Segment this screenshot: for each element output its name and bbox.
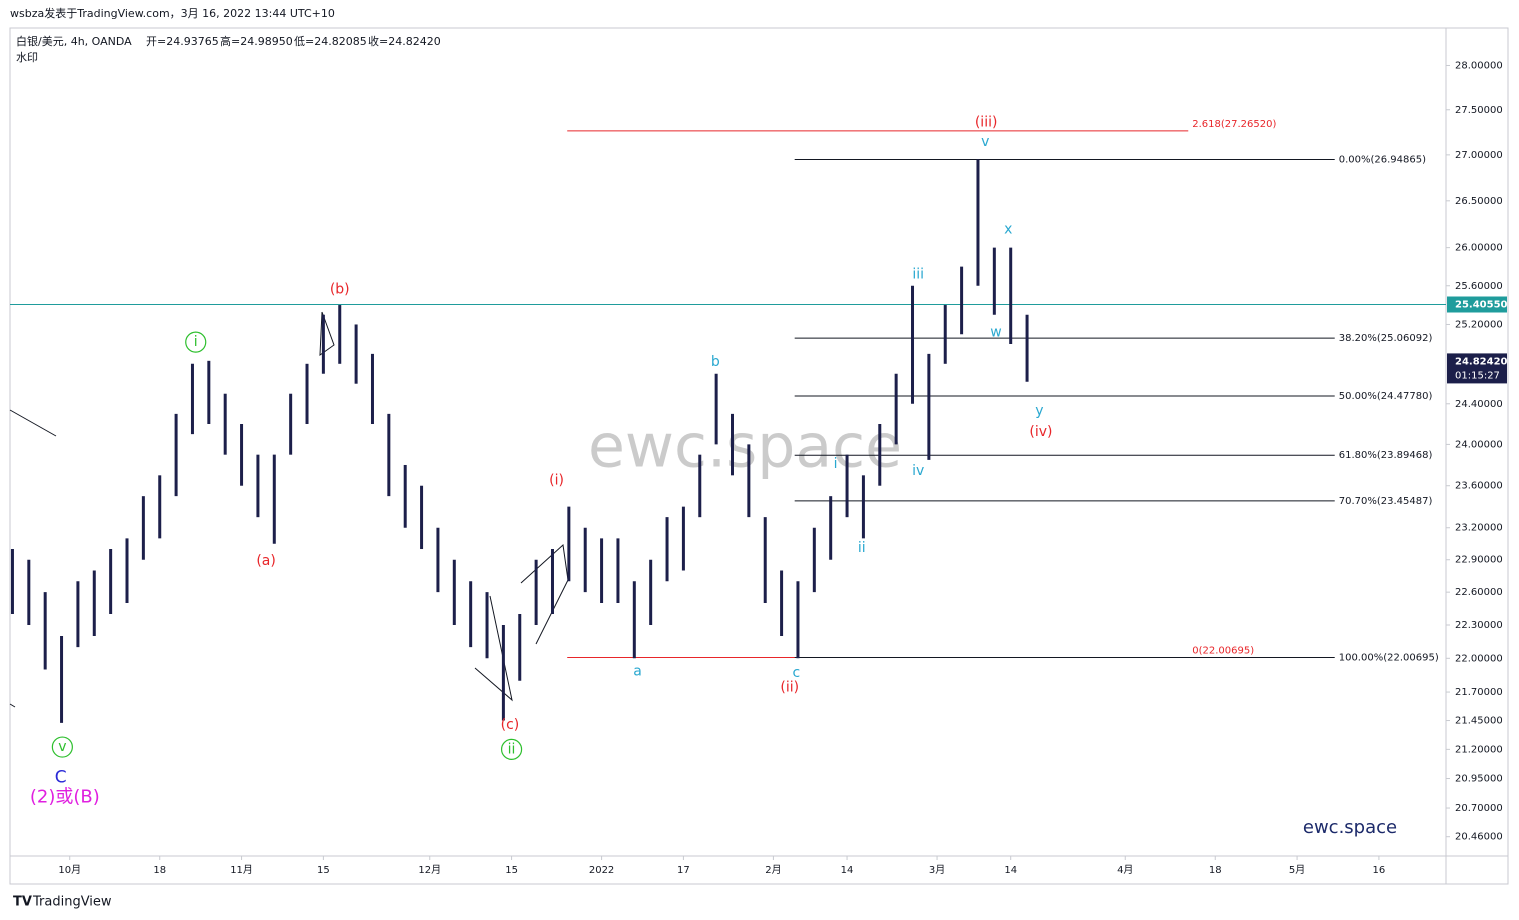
frame — [9, 27, 1509, 885]
legend-note: 水印 — [16, 51, 38, 64]
y-tick-label: 22.60000 — [1455, 587, 1503, 598]
countdown-label: 01:15:27 — [1455, 370, 1500, 381]
x-tick-label: 15 — [505, 865, 518, 876]
wave-label: b — [711, 354, 720, 370]
fib-label: 100.00%(22.00695) — [1339, 653, 1439, 664]
fib-label: 61.80%(23.89468) — [1339, 450, 1433, 461]
legend-open: 开=24.93765 — [146, 35, 219, 48]
x-tick-label: 5月 — [1289, 864, 1305, 876]
wave-label: v — [981, 134, 989, 150]
wave-label: y — [1035, 403, 1043, 419]
y-tick-label: 25.20000 — [1455, 319, 1503, 330]
wave-label: v — [58, 739, 66, 755]
x-tick-label: 2022 — [589, 865, 614, 876]
last-price-box — [1447, 353, 1507, 384]
wave-label: (b) — [330, 282, 350, 298]
x-tick-label: 14 — [841, 865, 854, 876]
x-tick-label: 14 — [1004, 865, 1017, 876]
y-tick-label: 27.50000 — [1455, 105, 1503, 116]
y-tick-label: 22.90000 — [1455, 555, 1503, 566]
y-tick-label: 20.70000 — [1455, 803, 1503, 814]
y-tick-label: 23.20000 — [1455, 523, 1503, 534]
y-tick-label: 24.00000 — [1455, 439, 1503, 450]
wave-label: C — [55, 767, 67, 787]
wave-label: (i) — [549, 473, 564, 489]
x-tick-label: 3月 — [929, 864, 945, 876]
wave-label: i — [194, 334, 198, 350]
y-tick-label: 27.00000 — [1455, 150, 1503, 161]
wave-label: iii — [912, 266, 924, 282]
fib-label: 0.00%(26.94865) — [1339, 155, 1426, 166]
y-tick-label: 28.00000 — [1455, 60, 1503, 71]
wave-circle — [185, 331, 207, 353]
x-tick-label: 18 — [1209, 865, 1222, 876]
wave-label: a — [633, 664, 642, 680]
legend-close: 收=24.82420 — [368, 34, 441, 48]
y-tick-label: 23.60000 — [1455, 481, 1503, 492]
y-tick-label: 22.00000 — [1455, 653, 1503, 664]
y-tick-label: 26.50000 — [1455, 196, 1503, 207]
level-price-box — [1447, 296, 1507, 313]
y-tick-label: 20.46000 — [1455, 832, 1503, 843]
wave-label: ii — [858, 540, 866, 556]
fib-label: 38.20%(25.06092) — [1339, 333, 1433, 344]
logo: TV — [13, 895, 32, 910]
y-tick-label: 21.45000 — [1455, 716, 1503, 727]
wave-label: (c) — [501, 717, 520, 733]
wave-label: iv — [912, 463, 924, 479]
y-tick-label: 20.95000 — [1455, 774, 1503, 785]
legend-symbol: 白银/美元, 4h, OANDA — [16, 34, 132, 48]
y-tick-label: 21.70000 — [1455, 687, 1503, 698]
y-tick-label: 24.40000 — [1455, 399, 1503, 410]
y-tick-label: 25.60000 — [1455, 281, 1503, 292]
watermark: ewc.space — [588, 412, 902, 482]
x-tick-label: 10月 — [58, 864, 81, 876]
x-tick-label: 15 — [317, 865, 330, 876]
y-tick-label: 22.30000 — [1455, 620, 1503, 631]
wave-label: (iii) — [975, 114, 998, 130]
wave-label: (a) — [256, 553, 276, 569]
y-tick-label: 21.20000 — [1455, 744, 1503, 755]
fib-label: 50.00%(24.47780) — [1339, 391, 1433, 402]
x-tick-label: 16 — [1373, 865, 1386, 876]
wave-label: w — [990, 324, 1001, 340]
footer: TradingView — [32, 895, 112, 910]
last-price-label: 24.82420 — [1455, 356, 1508, 367]
x-tick-label: 4月 — [1117, 864, 1133, 876]
fib-label: 70.70%(23.45487) — [1339, 496, 1433, 507]
legend-low: 低=24.82085 — [294, 35, 367, 48]
extension-label: 2.618(27.26520) — [1192, 119, 1276, 130]
wave-label: (iv) — [1029, 424, 1052, 440]
header: wsbza发表于TradingView.com，3月 16, 2022 13:4… — [10, 6, 335, 20]
wave-label: c — [792, 665, 800, 681]
wave-label: x — [1004, 222, 1012, 238]
wave-label: (2)或(B) — [30, 786, 100, 807]
x-tick-label: 18 — [153, 865, 166, 876]
x-tick-label: 12月 — [418, 864, 441, 876]
legend-high: 高=24.98950 — [220, 34, 293, 48]
wave-circle — [51, 736, 73, 758]
wave-circle — [500, 738, 523, 760]
x-tick-label: 17 — [677, 865, 690, 876]
level-price-label: 25.40550 — [1455, 300, 1508, 311]
wave-label: ii — [508, 741, 516, 757]
x-tick-label: 11月 — [230, 864, 253, 876]
wave-label: i — [834, 456, 838, 472]
extension-label: 0(22.00695) — [1192, 646, 1254, 657]
x-tick-label: 2月 — [765, 864, 781, 876]
signature: ewc.space — [1303, 817, 1397, 838]
wave-label: (ii) — [780, 680, 799, 696]
y-tick-label: 26.00000 — [1455, 243, 1503, 254]
